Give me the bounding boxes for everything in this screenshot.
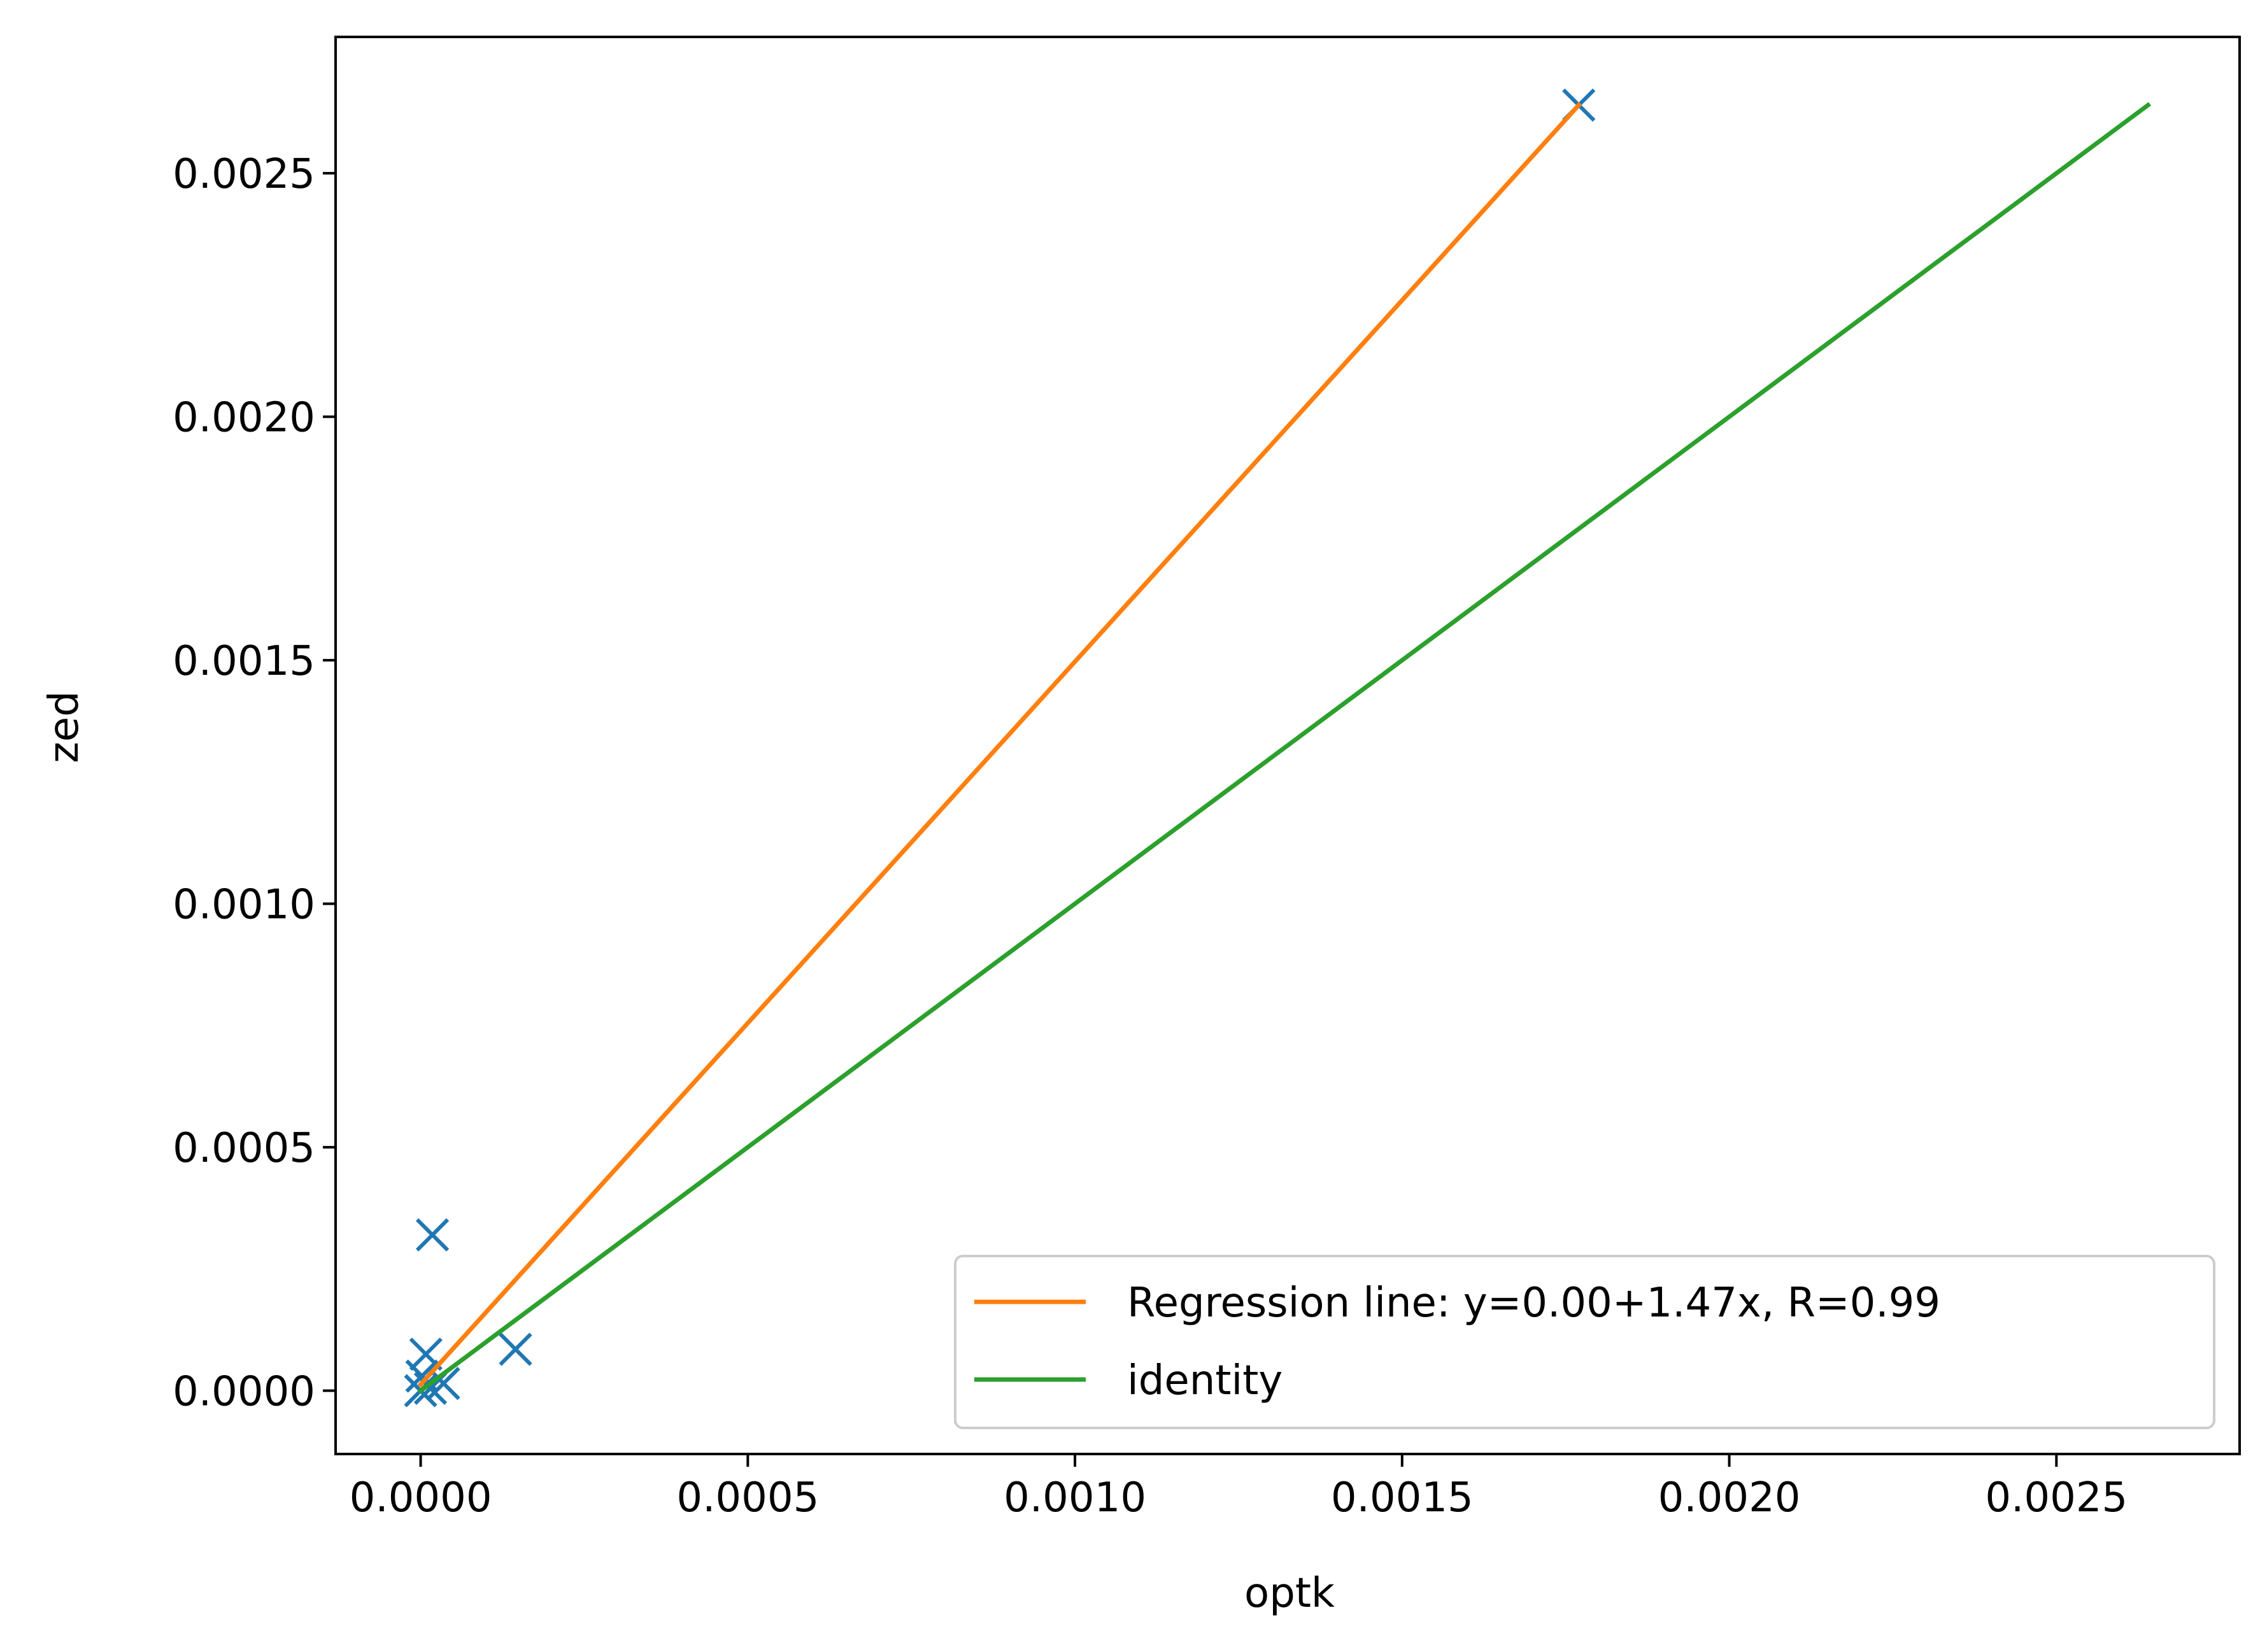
y-tick-label: 0.0000 [173,1369,315,1416]
y-tick-label: 0.0010 [173,882,315,929]
legend: Regression line: y=0.00+1.47x, R=0.99 ide… [954,1255,2215,1429]
data-point-stroke [427,1366,460,1401]
data-point [499,1332,532,1366]
axes-frame [334,36,2241,1455]
y-tick-label: 0.0025 [173,151,315,198]
y-axis-label: zed [41,691,88,763]
x-tick-label: 0.0025 [1985,1474,2128,1521]
x-tick-label: 0.0005 [676,1474,819,1521]
y-tick-label: 0.0020 [173,395,315,442]
x-tick-label: 0.0015 [1331,1474,1474,1521]
legend-box [954,1255,2215,1429]
y-tick-label: 0.0015 [173,638,315,685]
regression-line [417,102,1582,1388]
data-point-stroke [409,1338,443,1371]
x-axis-label: optk [1244,1570,1335,1617]
axes: 0.0000 0.0005 0.0010 0.0015 0.0020 0.0025 0.00… [173,36,2241,1521]
y-tick-label: 0.0005 [173,1125,315,1172]
plot-area [404,88,2152,1408]
data-point-stroke [405,1359,439,1393]
x-tick-label: 0.0000 [350,1474,492,1521]
identity-line [417,102,2152,1394]
data-point [415,1218,450,1252]
data-point-stroke [415,1218,450,1252]
x-tick-label: 0.0010 [1004,1474,1146,1521]
legend-label-identity: identity [1127,1357,1283,1404]
data-point-stroke [499,1332,532,1366]
x-tick-label: 0.0020 [1658,1474,1801,1521]
legend-label-regression: Regression line: y=0.00+1.47x, R=0.99 [1127,1280,1940,1327]
